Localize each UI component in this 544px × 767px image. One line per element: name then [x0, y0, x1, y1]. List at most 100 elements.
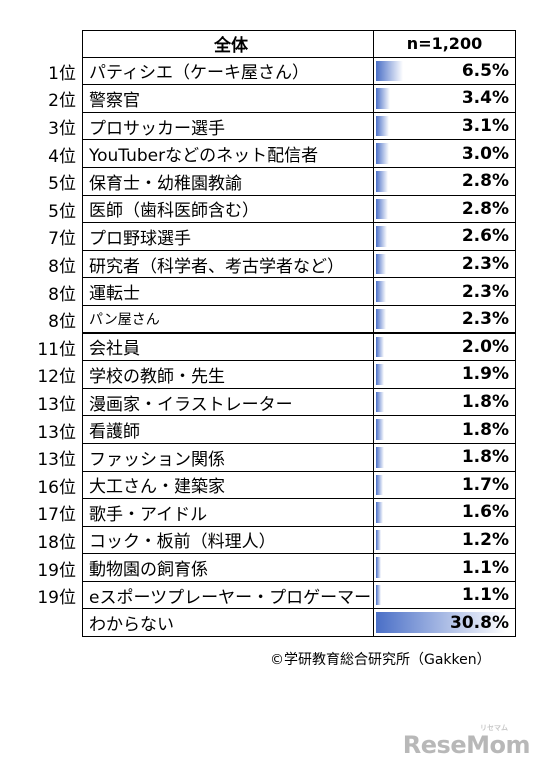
occupation-name: 医師（歯科医師含む）: [82, 195, 374, 224]
data-bar: [376, 391, 384, 413]
percent-value: 2.8%: [461, 171, 509, 192]
rank-label: 1位: [48, 63, 76, 84]
percent-value: 1.1%: [461, 557, 509, 578]
data-bar: [376, 115, 390, 137]
header-label: 全体: [82, 30, 374, 58]
occupation-name: 看護師: [82, 416, 374, 444]
value-cell: 6.5%: [374, 57, 516, 86]
data-bar: [376, 474, 384, 496]
rank-label: 19位: [37, 588, 76, 609]
percent-value: 2.3%: [461, 254, 509, 275]
percent-value: 2.6%: [461, 226, 509, 247]
value-cell: 2.6%: [374, 223, 516, 251]
occupation-name: 歌手・アイドル: [82, 499, 374, 527]
percent-value: 3.1%: [461, 116, 509, 137]
value-cell: 1.6%: [374, 499, 516, 527]
data-bar: [376, 584, 381, 606]
value-cell: 2.8%: [374, 195, 516, 224]
value-cell: 3.4%: [374, 85, 516, 113]
occupation-name: パン屋さん: [82, 305, 374, 334]
percent-value: 3.0%: [461, 143, 509, 164]
resemom-logo: リセマム ReseMom: [402, 724, 531, 759]
value-cell: 1.8%: [374, 443, 516, 472]
data-bar: [376, 419, 384, 440]
occupation-name: 警察官: [82, 85, 374, 113]
data-bar: [376, 612, 506, 634]
occupation-name: パティシエ（ケーキ屋さん）: [82, 57, 374, 86]
data-bar: [376, 143, 389, 164]
percent-value: 1.6%: [461, 502, 509, 523]
rank-label: 7位: [48, 229, 76, 250]
header-n: n=1,200: [374, 30, 516, 58]
value-cell: 1.1%: [374, 554, 516, 582]
data-bar: [376, 529, 382, 551]
rank-label: 5位: [48, 201, 76, 222]
rank-label: 8位: [48, 312, 76, 333]
occupation-name: 会社員: [82, 333, 374, 362]
rank-label: 13位: [37, 422, 76, 443]
occupation-name: 動物園の飼育係: [82, 554, 374, 582]
rank-label: 16位: [37, 477, 76, 498]
occupation-name: 漫画家・イラストレーター: [82, 388, 374, 417]
occupation-name: 研究者（科学者、考古学者など）: [82, 250, 374, 279]
value-cell: 1.8%: [374, 388, 516, 417]
occupation-name: 保育士・幼稚園教諭: [82, 167, 374, 196]
rank-label: 11位: [37, 339, 76, 360]
value-cell: 1.1%: [374, 581, 516, 610]
value-cell: 2.3%: [374, 278, 516, 306]
percent-value: 2.3%: [461, 308, 509, 329]
percent-value: 1.7%: [461, 474, 509, 495]
percent-value: 1.9%: [461, 364, 509, 385]
rank-label: 4位: [48, 146, 76, 167]
percent-value: 1.8%: [461, 392, 509, 413]
percent-value: 30.8%: [450, 612, 509, 633]
value-cell: 30.8%: [374, 609, 516, 638]
data-bar: [376, 88, 391, 109]
value-cell: 3.1%: [374, 112, 516, 141]
percent-value: 1.8%: [461, 447, 509, 468]
value-cell: 1.9%: [374, 361, 516, 389]
occupation-name: プロサッカー選手: [82, 112, 374, 141]
rank-label: 2位: [48, 91, 76, 112]
rank-label: 17位: [37, 505, 76, 526]
percent-value: 6.5%: [461, 60, 509, 81]
occupation-name: プロ野球選手: [82, 223, 374, 251]
data-bar: [376, 364, 385, 385]
data-bar: [376, 281, 386, 302]
rank-label: 5位: [48, 174, 76, 195]
occupation-name: 学校の教師・先生: [82, 361, 374, 389]
data-bar: [376, 557, 381, 578]
data-bar: [376, 170, 388, 192]
logo-text: ReseMom: [402, 731, 531, 759]
rank-label: 13位: [37, 450, 76, 471]
occupation-name: ファッション関係: [82, 443, 374, 472]
rank-label: 8位: [48, 284, 76, 305]
percent-value: 3.4%: [461, 88, 509, 109]
data-bar: [376, 198, 388, 220]
rank-label: 12位: [37, 367, 76, 388]
occupation-name: 運転士: [82, 278, 374, 306]
percent-value: 2.3%: [461, 281, 509, 302]
percent-value: 1.1%: [461, 585, 509, 606]
rank-label: 3位: [48, 119, 76, 140]
source-credit: ©学研教育総合研究所（Gakken）: [270, 652, 491, 668]
value-cell: 2.3%: [374, 250, 516, 279]
value-cell: 1.2%: [374, 526, 516, 555]
occupation-name: コック・板前（料理人）: [82, 526, 374, 555]
logo-sub: リセマム: [480, 724, 508, 732]
data-bar: [376, 226, 387, 247]
value-cell: 3.0%: [374, 140, 516, 168]
data-bar: [376, 60, 404, 82]
percent-value: 1.8%: [461, 419, 509, 440]
rank-label: 18位: [37, 532, 76, 553]
rank-label: [0, 609, 76, 637]
rank-label: 19位: [37, 560, 76, 581]
data-bar: [376, 308, 386, 329]
occupation-name: わからない: [82, 609, 374, 638]
value-cell: 1.8%: [374, 416, 516, 444]
occupation-name: YouTuberなどのネット配信者: [82, 140, 374, 168]
data-bar: [376, 446, 384, 468]
value-cell: 2.3%: [374, 305, 516, 334]
percent-value: 2.0%: [461, 336, 509, 357]
occupation-name: 大工さん・建築家: [82, 471, 374, 500]
